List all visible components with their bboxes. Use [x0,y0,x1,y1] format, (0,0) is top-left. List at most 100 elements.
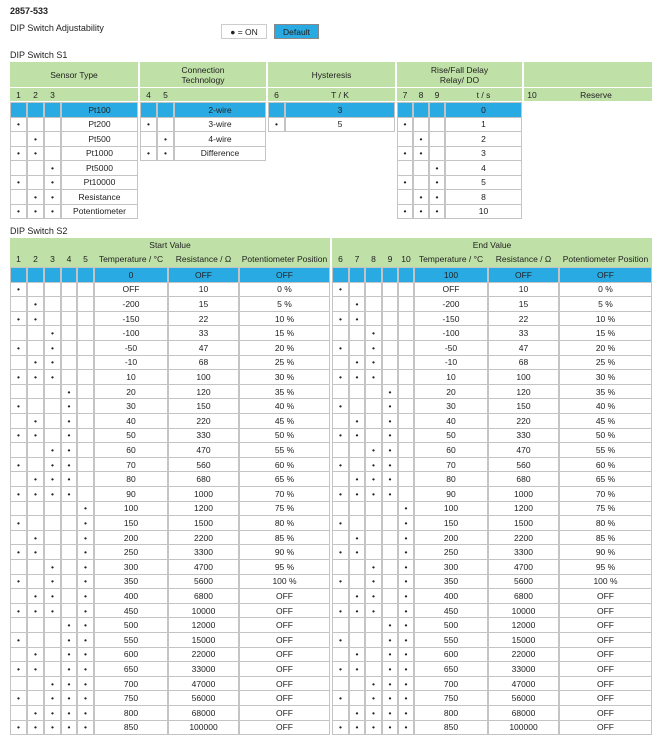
table-cell: • [10,544,27,560]
table-cell: • [397,174,413,190]
table-cell [349,573,365,590]
table-cell: 1500 [168,515,239,531]
table-cell [365,529,382,546]
table-cell: 55 % [239,442,330,458]
table-cell: Pt500 [61,131,138,147]
table-cell: 40 [414,413,488,429]
table-cell [44,617,61,633]
table-cell: • [332,456,349,473]
table-cell [44,145,61,161]
table-cell [77,369,94,385]
table-cell [382,573,398,590]
group-header [524,62,652,87]
header-line: Rise/Fall Delay [430,64,489,75]
table-cell: 70 % [559,486,652,502]
table-cell: • [398,719,414,736]
table-cell: 47000 [168,675,239,692]
table-cell [77,296,94,312]
table-cell: • [27,145,44,161]
table-cell [61,500,77,517]
column-header: 3 [44,252,61,267]
column-header: 7 [349,252,365,267]
table-cell: • [365,690,382,706]
table-cell: 100 [94,500,168,517]
table-cell: 15 [168,296,239,312]
table-cell: • [382,383,398,400]
table-cell: 10 % [559,310,652,327]
table-cell: 33 [488,325,559,341]
table-cell [382,515,398,531]
table-cell: 80 [414,471,488,487]
table-cell: 45 % [559,413,652,429]
table-cell: • [10,573,27,590]
table-cell [332,705,349,721]
table-cell: • [332,690,349,706]
table-cell: • [77,573,94,590]
table-cell: 150 [488,398,559,414]
table-cell: • [365,602,382,619]
table-cell: -50 [414,340,488,356]
column-header: Potentiometer Position [239,252,330,267]
table-cell [77,325,94,341]
table-cell: • [332,398,349,414]
table-cell: 56000 [488,690,559,706]
table-cell [77,427,94,444]
column-header: 1 [10,88,27,101]
table-cell: 680 [168,471,239,487]
table-cell: • [61,632,77,648]
table-cell [398,267,414,283]
table-cell: Pt1000 [61,145,138,161]
table-cell [157,116,174,132]
table-cell: 50 [94,427,168,444]
table-cell: • [365,369,382,385]
table-cell: • [77,675,94,692]
table-cell: 150 [414,515,488,531]
table-cell: OFF [559,675,652,692]
table-cell [61,602,77,619]
table-cell [10,160,27,176]
table-cell [332,413,349,429]
table-cell [44,116,61,132]
table-cell: 650 [414,661,488,677]
table-cell [27,559,44,575]
table-cell: • [398,705,414,721]
table-cell: • [27,413,44,429]
table-cell [349,267,365,283]
column-header: T / K [285,88,395,101]
table-cell [27,116,44,132]
table-cell: 2200 [488,529,559,546]
table-cell: 470 [168,442,239,458]
table-cell: • [77,646,94,663]
table-cell: 500 [94,617,168,633]
table-cell: • [398,602,414,619]
table-cell: • [349,296,365,312]
table-cell: 10 [168,281,239,298]
table-cell: • [27,588,44,604]
table-cell: • [349,486,365,502]
table-cell [27,102,44,118]
table-cell [349,690,365,706]
table-cell: 10 [488,281,559,298]
table-cell: • [365,325,382,341]
table-cell: 750 [414,690,488,706]
table-cell: • [61,690,77,706]
table-cell: • [44,471,61,487]
table-cell: 500 [414,617,488,633]
table-cell [349,281,365,298]
table-cell: • [429,203,445,219]
group-header: End Value [332,238,652,252]
table-cell: 100000 [488,719,559,736]
table-cell: 12000 [168,617,239,633]
table-cell [77,281,94,298]
table-cell [10,646,27,663]
table-cell [332,442,349,458]
table-cell: • [61,705,77,721]
table-cell: 1200 [168,500,239,517]
table-cell: • [349,427,365,444]
table-cell: 600 [414,646,488,663]
table-cell [27,573,44,590]
table-cell: OFF [239,690,330,706]
group-header: Sensor Type [10,62,138,87]
table-cell: 45 % [239,413,330,429]
table-cell: 450 [94,602,168,619]
